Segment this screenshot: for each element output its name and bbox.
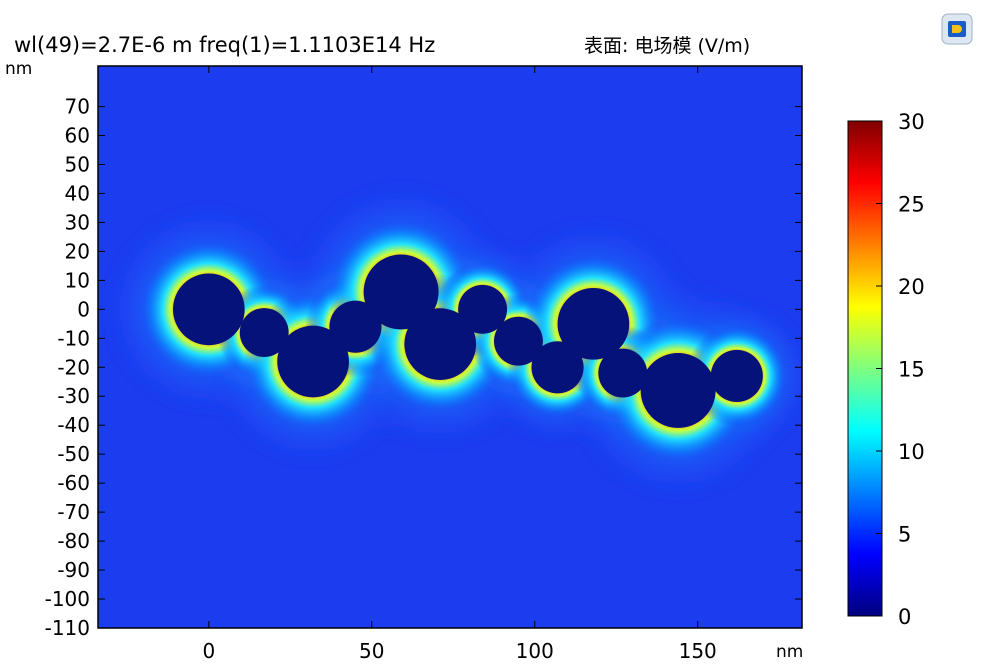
comsol-logo-icon <box>941 13 973 45</box>
y-tick-label: -30 <box>57 384 90 408</box>
plot-title-suffix: 表面: 电场模 (V/m) <box>584 35 750 57</box>
x-tick-label: 0 <box>202 639 215 663</box>
particle-2 <box>277 325 349 398</box>
x-tick-label: 100 <box>516 639 554 663</box>
y-tick-label: -60 <box>57 471 90 495</box>
y-axis-unit: nm <box>5 59 32 79</box>
x-tick-label: 50 <box>359 639 384 663</box>
x-tick-label: 150 <box>679 639 717 663</box>
y-tick-label: -50 <box>57 442 90 466</box>
particle-6 <box>458 284 508 334</box>
y-tick-label: -10 <box>57 326 90 350</box>
y-axis: 70 60 50 40 30 20 10 0 -10 -20 -30 -40 -50 -60 -70 -80 -… <box>45 95 802 640</box>
y-tick-label: -100 <box>45 587 90 611</box>
colorbar-tick-label: 20 <box>898 275 925 299</box>
x-axis: 0 50 100 150 <box>202 66 717 663</box>
y-tick-label: -20 <box>57 355 90 379</box>
colorbar-tick-label: 30 <box>898 110 925 134</box>
y-tick-label: -80 <box>57 529 90 553</box>
plot-area <box>97 65 803 629</box>
colorbar-tick-label: 25 <box>898 193 925 217</box>
particle-5 <box>404 308 477 380</box>
y-tick-label: -40 <box>57 413 90 437</box>
y-tick-label: 40 <box>65 181 90 205</box>
particle-8 <box>531 341 584 394</box>
particle-group <box>172 254 763 428</box>
colorbar-tick-label: 15 <box>898 358 925 382</box>
particle-0 <box>172 273 245 346</box>
colorbar: 0 5 10 15 20 25 30 <box>847 110 925 629</box>
y-tick-label: 10 <box>65 268 90 292</box>
y-tick-label: 60 <box>65 124 90 148</box>
field-layer <box>101 179 802 503</box>
y-tick-label: 0 <box>77 297 90 321</box>
particle-1 <box>239 308 289 357</box>
colorbar-tick-label: 0 <box>898 605 911 629</box>
y-tick-label: -110 <box>45 616 90 640</box>
y-tick-label: -90 <box>57 558 90 582</box>
particle-3 <box>329 300 382 353</box>
colorbar-tick-label: 5 <box>898 523 911 547</box>
y-tick-label: 70 <box>65 95 90 119</box>
plot-title-prefix: wl(49)=2.7E-6 m freq(1)=1.1103E14 Hz <box>14 33 435 57</box>
colorbar-ticks: 0 5 10 15 20 25 30 <box>876 110 925 629</box>
particle-11 <box>640 352 716 428</box>
y-tick-label: 30 <box>65 210 90 234</box>
y-tick-label: 50 <box>65 152 90 176</box>
particle-9 <box>557 287 630 360</box>
y-tick-label: 20 <box>65 239 90 263</box>
colorbar-tick-label: 10 <box>898 440 925 464</box>
x-axis-unit: nm <box>776 642 803 662</box>
particle-4 <box>363 254 439 330</box>
particle-10 <box>598 348 648 398</box>
y-tick-label: -70 <box>57 500 90 524</box>
particle-12 <box>710 349 763 403</box>
plot-frame <box>97 65 803 629</box>
particle-7 <box>494 316 543 366</box>
